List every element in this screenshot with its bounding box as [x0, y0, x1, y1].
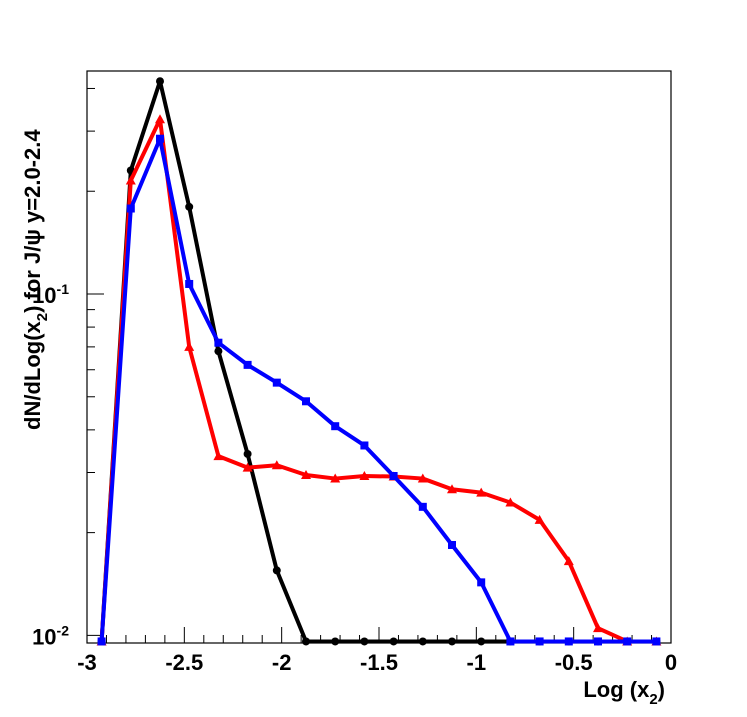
square-marker: [272, 378, 281, 387]
x-tick-label: -1.5: [360, 650, 398, 675]
circle-marker: [331, 637, 340, 646]
circle-marker: [389, 637, 398, 646]
x-axis-title-prefix: Log (x: [583, 677, 650, 702]
square-marker: [448, 540, 456, 549]
triangle-marker: [125, 175, 136, 185]
x-tick-label: -2.5: [165, 650, 203, 675]
y-axis-title: dN/dLog(x2) for J/ψ y=2.0-2.4: [20, 129, 51, 430]
square-marker: [185, 279, 194, 288]
x-tick-label: 0: [665, 650, 677, 675]
square-marker: [126, 204, 135, 213]
square-marker: [564, 637, 573, 646]
triangle-marker: [534, 514, 545, 524]
circle-marker: [243, 449, 252, 458]
square-marker: [156, 134, 164, 143]
triangle-marker: [242, 462, 253, 472]
circle-marker: [448, 637, 456, 646]
square-marker: [418, 502, 427, 511]
circle-marker: [418, 637, 427, 646]
x-axis-title-subscript: 2: [649, 691, 657, 708]
square-marker: [652, 637, 661, 646]
triangle-marker: [505, 497, 516, 507]
triangle-marker: [213, 451, 224, 461]
x-tick-label: -1: [467, 650, 487, 675]
x-axis-title: Log (x2): [583, 677, 665, 708]
y-axis-title-subscript: 2: [34, 313, 51, 321]
square-marker: [243, 360, 252, 369]
triangle-marker: [301, 470, 311, 479]
x-tick-label: -2: [272, 650, 292, 675]
triangle-marker: [359, 471, 370, 481]
y-tick-label-base: 10: [32, 624, 56, 649]
x-tick-label: -3: [77, 650, 97, 675]
series-line-3: [99, 136, 659, 644]
triangle-marker: [563, 556, 574, 566]
series-line-2: [99, 117, 659, 644]
y-axis-title-suffix: ) for J/ψ y=2.0-2.4: [20, 129, 45, 313]
y-axis-title-prefix: dN/dLog(x: [20, 320, 45, 430]
square-marker: [535, 637, 544, 646]
square-marker: [389, 472, 398, 481]
circle-marker: [302, 637, 310, 646]
triangle-marker: [184, 341, 195, 351]
square-marker: [214, 338, 223, 347]
square-marker: [623, 637, 632, 646]
circle-marker: [185, 202, 194, 211]
circle-marker: [272, 566, 281, 575]
y-tick-label: 10-2: [32, 622, 69, 649]
triangle-marker: [593, 623, 603, 633]
square-marker: [97, 637, 106, 646]
square-marker: [302, 397, 310, 406]
triangle-marker: [417, 473, 428, 483]
square-marker: [477, 578, 486, 587]
square-marker: [331, 422, 340, 431]
y-tick-label: 10-1: [32, 281, 69, 308]
x-tick-label: -0.5: [555, 650, 593, 675]
triangle-marker: [447, 484, 457, 494]
triangle-marker: [271, 460, 282, 470]
circle-marker: [360, 637, 369, 646]
circle-marker: [477, 637, 486, 646]
x-axis-title-suffix: ): [658, 677, 665, 702]
circle-marker: [214, 347, 223, 356]
square-marker: [594, 637, 602, 646]
square-marker: [360, 441, 369, 450]
triangle-marker: [476, 487, 487, 497]
triangle-marker: [155, 114, 165, 124]
circle-marker: [156, 77, 164, 86]
y-tick-label-exponent: -1: [57, 281, 70, 297]
plot-area: [86, 70, 672, 646]
triangle-marker: [330, 473, 341, 483]
y-tick-label-exponent: -2: [57, 622, 70, 638]
y-tick-label-base: 10: [32, 283, 56, 308]
square-marker: [506, 637, 515, 646]
